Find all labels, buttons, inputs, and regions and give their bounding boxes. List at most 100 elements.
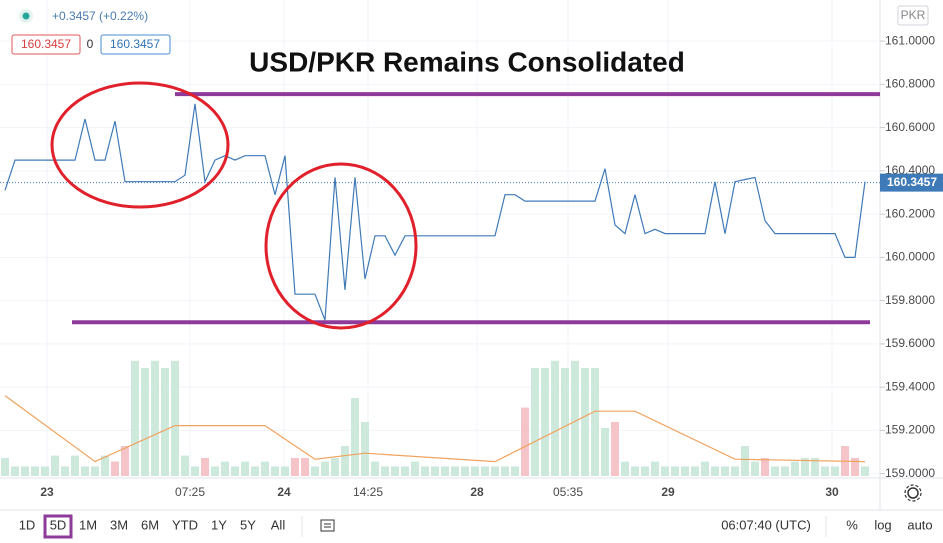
- volume-bar: [461, 466, 469, 476]
- y-tick-label: 159.8000: [885, 293, 935, 307]
- volume-bar: [681, 466, 689, 476]
- volume-bar: [361, 422, 369, 476]
- bid-box[interactable]: [11, 34, 81, 55]
- volume-bar: [521, 407, 529, 476]
- volume-bar: [501, 466, 509, 476]
- currency-box: [897, 5, 929, 26]
- auto-toggle[interactable]: auto: [907, 517, 932, 532]
- volume-bar: [861, 466, 869, 476]
- volume-bar: [761, 458, 769, 476]
- range-button[interactable]: YTD: [172, 517, 198, 532]
- volume-bar: [481, 466, 489, 476]
- compare-icon[interactable]: [320, 519, 335, 532]
- y-tick-label: 161.0000: [885, 33, 935, 47]
- range-button[interactable]: 5D: [50, 517, 67, 532]
- volume-bar: [621, 461, 629, 476]
- range-selected: [43, 514, 73, 539]
- volume-bar: [161, 368, 169, 476]
- currency: PKR: [901, 8, 926, 22]
- x-tick-label: 23: [40, 485, 54, 499]
- volume-bar: [21, 466, 29, 476]
- volume-bar: [131, 360, 139, 476]
- volume-bar: [191, 466, 199, 476]
- volume-bar: [121, 446, 129, 476]
- volume-bar: [151, 360, 159, 476]
- x-tick-label: 28: [470, 485, 484, 499]
- volume-bar: [691, 466, 699, 476]
- volume-bar: [711, 466, 719, 476]
- volume-bar: [241, 461, 249, 476]
- volume-bar: [181, 455, 189, 476]
- volume-bar: [271, 466, 279, 476]
- volume-bar: [91, 466, 99, 476]
- range-button[interactable]: 1M: [79, 517, 97, 532]
- volume-bar: [421, 466, 429, 476]
- x-tick-label: 07:25: [175, 485, 205, 499]
- volume-bar: [591, 368, 599, 476]
- volume-bar: [171, 360, 179, 476]
- x-tick-label: 05:35: [553, 485, 583, 499]
- volume-bar: [671, 466, 679, 476]
- volume-bar: [31, 466, 39, 476]
- volume-ma: [4, 395, 866, 463]
- volume-bar: [471, 466, 479, 476]
- settings-icon[interactable]: [904, 484, 922, 502]
- volume-bar: [351, 398, 359, 476]
- volume-bar: [291, 458, 299, 476]
- range-button[interactable]: 1Y: [211, 517, 227, 532]
- volume-bar: [731, 466, 739, 476]
- range-button[interactable]: All: [271, 517, 286, 532]
- volume-bar: [81, 466, 89, 476]
- last-price-tag: [880, 173, 943, 192]
- volume-bar: [661, 466, 669, 476]
- last-price-label: 160.3457: [887, 175, 937, 189]
- volume-bar: [751, 461, 759, 476]
- y-tick-label: 160.6000: [885, 120, 935, 134]
- volume-bar: [331, 458, 339, 476]
- volume-bar: [741, 446, 749, 476]
- highlight-ellipse: [264, 162, 418, 330]
- volume-bar: [541, 368, 549, 476]
- volume-bar: [221, 461, 229, 476]
- range-button[interactable]: 6M: [141, 517, 159, 532]
- volume-bar: [251, 466, 259, 476]
- change: +0.3457 (+0.22%): [52, 9, 148, 23]
- log-toggle[interactable]: log: [874, 517, 891, 532]
- volume-bar: [411, 461, 419, 476]
- toolbar: 1D 5D 1M 3M 6M YTD 1Y 5Y All: [19, 514, 286, 539]
- volume-bar: [801, 458, 809, 476]
- volume-bar: [531, 368, 539, 476]
- volume-bar: [231, 466, 239, 476]
- bid: 160.3457: [21, 37, 71, 51]
- volume-bar: [321, 461, 329, 476]
- volume-bar: [201, 458, 209, 476]
- ask-box[interactable]: [100, 34, 171, 55]
- volume-bar: [311, 466, 319, 476]
- range-button[interactable]: 3M: [110, 517, 128, 532]
- volume-bar: [721, 466, 729, 476]
- volume-bar: [451, 466, 459, 476]
- volume-bar: [611, 422, 619, 476]
- volume-bar: [851, 458, 859, 476]
- volume-bar: [141, 368, 149, 476]
- volume-bar: [641, 466, 649, 476]
- volume-bar: [301, 458, 309, 476]
- chart-title: USD/PKR Remains Consolidated: [249, 46, 685, 77]
- spread: 0: [87, 37, 94, 51]
- volume-bar: [281, 466, 289, 476]
- volume-bar: [601, 428, 609, 476]
- volume-bar: [781, 466, 789, 476]
- percent-toggle[interactable]: %: [846, 517, 858, 532]
- volume-bar: [111, 461, 119, 476]
- range-button[interactable]: 1D: [19, 517, 36, 532]
- y-tick-label: 160.4000: [885, 163, 935, 177]
- y-tick-label: 159.4000: [885, 379, 935, 393]
- volume-bar: [831, 466, 839, 476]
- volume-bar: [631, 466, 639, 476]
- range-button[interactable]: 5Y: [240, 517, 256, 532]
- volume-bar: [341, 446, 349, 476]
- volume-bar: [651, 461, 659, 476]
- volume-bar: [441, 466, 449, 476]
- price-line: [4, 103, 866, 321]
